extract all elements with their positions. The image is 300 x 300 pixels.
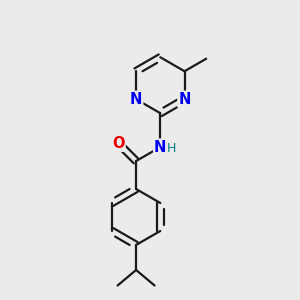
Text: N: N xyxy=(178,92,191,107)
Text: N: N xyxy=(130,92,142,107)
Text: H: H xyxy=(167,142,176,155)
Text: N: N xyxy=(154,140,167,154)
Text: O: O xyxy=(112,136,124,151)
